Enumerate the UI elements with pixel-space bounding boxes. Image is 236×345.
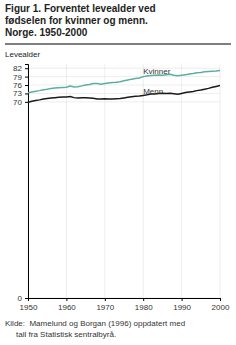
x-tick-mark [182, 298, 183, 301]
y-tick-mark [25, 68, 28, 69]
y-tick-label: 76 [13, 81, 22, 90]
y-tick-label: 82 [13, 64, 22, 73]
y-tick: 82 [13, 64, 28, 73]
y-axis-line [25, 65, 29, 299]
y-tick-label: 70 [13, 98, 22, 107]
grid-line-x [66, 64, 67, 298]
x-tick: 1980 [135, 298, 153, 312]
chart: Figur 1. Forventet levealder vedfødselen… [0, 0, 236, 345]
grid-line-y [28, 93, 220, 94]
y-tick-mark [25, 77, 28, 78]
y-tick-mark [25, 298, 28, 299]
x-tick: 1990 [173, 298, 191, 312]
series-line [28, 86, 220, 103]
source-line: Kilde: Mamelund og Borgan (1996) oppdate… [5, 319, 185, 328]
x-tick: 1950 [20, 298, 38, 312]
annotation: Menn [143, 87, 163, 96]
title-line: Figur 1. Forventet levealder ved [5, 3, 156, 14]
grid-line-y [28, 76, 220, 77]
y-axis: 0 7073767982 [13, 64, 28, 303]
x-tick: 1960 [58, 298, 76, 312]
x-tick: 1970 [96, 298, 114, 312]
title-line: fødselen for kvinner og menn. [5, 15, 148, 26]
source-line: tall fra Statistisk sentralbyrå. [5, 330, 116, 339]
x-tick-label: 1990 [173, 303, 191, 312]
y-tick-label: 73 [13, 89, 22, 98]
y-axis-title: Levealder [5, 50, 40, 59]
x-tick-label: 1960 [58, 303, 76, 312]
x-tick-label: 1980 [135, 303, 153, 312]
x-axis: 1950 1960 1970 1980 1990 2000 [20, 298, 230, 312]
y-tick: 76 [13, 81, 28, 90]
y-tick-label: 79 [13, 73, 22, 82]
series-line [28, 70, 220, 92]
x-tick-mark [105, 298, 106, 301]
grid-line-y [28, 85, 220, 86]
x-tick-label: 1950 [20, 303, 38, 312]
y-tick: 79 [13, 73, 28, 82]
x-tick-label: 1970 [96, 303, 114, 312]
source: Kilde: Mamelund og Borgan (1996) oppdate… [5, 319, 185, 339]
y-tick-label: 0 [18, 294, 23, 303]
x-tick-mark [66, 298, 67, 301]
grid-line-x [181, 64, 182, 298]
x-axis-line [29, 299, 221, 302]
title: Figur 1. Forventet levealder vedfødselen… [5, 3, 156, 38]
grid-line-y [28, 101, 220, 102]
title-rule [5, 44, 231, 45]
annotation: Kvinner [143, 67, 170, 76]
grid-line-x [220, 64, 221, 298]
y-tick: 73 [13, 89, 28, 98]
grid-line-x [143, 64, 144, 298]
grid [28, 64, 220, 298]
y-tick: 0 [18, 294, 28, 303]
x-tick-mark [220, 298, 221, 301]
y-tick-mark [25, 93, 28, 94]
y-tick-mark [25, 85, 28, 86]
title-line: Norge. 1950-2000 [5, 27, 88, 38]
x-tick-label: 2000 [212, 303, 230, 312]
y-tick-mark [25, 102, 28, 103]
y-tick: 70 [13, 98, 28, 107]
lines [28, 70, 220, 102]
grid-line-y [28, 68, 220, 69]
x-tick: 2000 [212, 298, 230, 312]
x-tick-mark [143, 298, 144, 301]
